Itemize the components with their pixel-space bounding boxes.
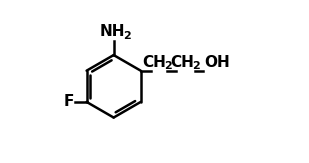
Text: CH: CH bbox=[142, 55, 166, 70]
Text: 2: 2 bbox=[164, 61, 172, 72]
Text: 2: 2 bbox=[124, 31, 131, 41]
Text: F: F bbox=[63, 94, 74, 109]
Text: OH: OH bbox=[204, 55, 230, 70]
Text: 2: 2 bbox=[192, 61, 200, 72]
Text: NH: NH bbox=[99, 24, 125, 39]
Text: CH: CH bbox=[171, 55, 194, 70]
